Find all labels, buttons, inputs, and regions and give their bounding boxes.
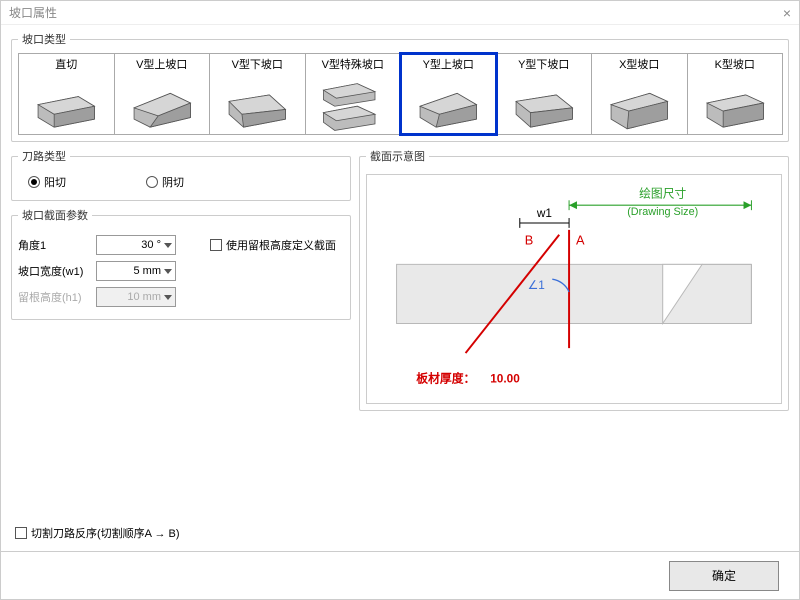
- groove-item-1[interactable]: V型上坡口: [114, 53, 211, 135]
- svg-text:(Drawing Size): (Drawing Size): [627, 206, 698, 218]
- ok-button[interactable]: 确定: [669, 561, 779, 591]
- groove-item-label: V型上坡口: [136, 56, 187, 72]
- preview-legend: 截面示意图: [366, 148, 429, 164]
- width-label: 坡口宽度(w1): [18, 263, 88, 279]
- use-root-label: 使用留根高度定义截面: [226, 237, 336, 253]
- groove-item-4[interactable]: Y型上坡口: [400, 53, 497, 135]
- titlebar: 坡口属性 ×: [1, 1, 799, 25]
- params-group: 坡口截面参数 角度1 30 ° 使用留根高度定义截面 坡口宽度(w1) 5 mm…: [11, 207, 351, 320]
- svg-text:板材厚度：: 板材厚度：: [416, 372, 475, 386]
- svg-text:10.00: 10.00: [490, 372, 520, 386]
- groove-icon: [499, 74, 590, 132]
- groove-type-legend: 坡口类型: [18, 31, 70, 47]
- svg-text:B: B: [525, 233, 534, 248]
- groove-type-group: 坡口类型 直切 V型上坡口 V型下坡口 V型特殊坡口 Y型上坡口 Y型下坡口 X型坡口 K型坡…: [11, 31, 789, 142]
- groove-item-3[interactable]: V型特殊坡口: [305, 53, 402, 135]
- groove-icon: [690, 74, 781, 132]
- root-combo: 10 mm: [96, 287, 176, 307]
- groove-icon: [403, 74, 494, 132]
- width-combo[interactable]: 5 mm: [96, 261, 176, 281]
- groove-icon: [212, 74, 303, 132]
- radio-icon[interactable]: [146, 176, 158, 188]
- groove-item-0[interactable]: 直切: [18, 53, 115, 135]
- groove-icon: [594, 74, 685, 132]
- svg-text:∠1: ∠1: [528, 278, 545, 292]
- groove-icon: [117, 74, 208, 132]
- groove-item-label: 直切: [55, 56, 77, 72]
- groove-item-label: Y型下坡口: [518, 56, 569, 72]
- preview-group: 截面示意图 绘图尺寸 (Drawing Size) w1 A B ∠1 板材厚度： 10.00: [359, 148, 789, 411]
- groove-item-7[interactable]: K型坡口: [687, 53, 784, 135]
- cut-type-radio-0[interactable]: 阳切: [28, 174, 66, 190]
- preview-box: 绘图尺寸 (Drawing Size) w1 A B ∠1 板材厚度： 10.00: [366, 174, 782, 404]
- reverse-label: 切割刀路反序(切割顺序A → B): [31, 525, 180, 541]
- groove-item-label: V型特殊坡口: [322, 56, 384, 72]
- groove-icon: [21, 74, 112, 132]
- groove-icon: [308, 74, 399, 132]
- reverse-checkbox-row[interactable]: 切割刀路反序(切割顺序A → B): [15, 525, 180, 541]
- params-legend: 坡口截面参数: [18, 207, 92, 223]
- groove-item-6[interactable]: X型坡口: [591, 53, 688, 135]
- svg-text:w1: w1: [536, 206, 552, 220]
- groove-item-label: X型坡口: [619, 56, 659, 72]
- use-root-checkbox[interactable]: [210, 239, 222, 251]
- angle-label: 角度1: [18, 237, 88, 253]
- cut-type-radio-1[interactable]: 阴切: [146, 174, 184, 190]
- groove-item-label: Y型上坡口: [423, 56, 474, 72]
- cut-type-radio-row: 阳切 阴切: [18, 170, 344, 194]
- close-icon[interactable]: ×: [783, 5, 791, 21]
- groove-item-5[interactable]: Y型下坡口: [496, 53, 593, 135]
- angle-combo[interactable]: 30 °: [96, 235, 176, 255]
- footer: 确定: [1, 551, 799, 599]
- groove-type-row: 直切 V型上坡口 V型下坡口 V型特殊坡口 Y型上坡口 Y型下坡口 X型坡口 K型坡口: [18, 53, 782, 135]
- svg-text:绘图尺寸: 绘图尺寸: [639, 186, 686, 200]
- groove-item-label: V型下坡口: [232, 56, 283, 72]
- cut-type-group: 刀路类型 阳切 阴切: [11, 148, 351, 201]
- use-root-checkbox-row[interactable]: 使用留根高度定义截面: [210, 237, 336, 253]
- groove-item-label: K型坡口: [715, 56, 755, 72]
- root-label: 留根高度(h1): [18, 289, 88, 305]
- groove-item-2[interactable]: V型下坡口: [209, 53, 306, 135]
- reverse-checkbox[interactable]: [15, 527, 27, 539]
- content-area: 坡口类型 直切 V型上坡口 V型下坡口 V型特殊坡口 Y型上坡口 Y型下坡口 X型坡口 K型坡…: [1, 25, 799, 551]
- preview-diagram: 绘图尺寸 (Drawing Size) w1 A B ∠1 板材厚度： 10.00: [367, 175, 781, 403]
- cut-type-legend: 刀路类型: [18, 148, 70, 164]
- window-title: 坡口属性: [9, 4, 57, 21]
- radio-icon[interactable]: [28, 176, 40, 188]
- svg-text:A: A: [576, 233, 585, 248]
